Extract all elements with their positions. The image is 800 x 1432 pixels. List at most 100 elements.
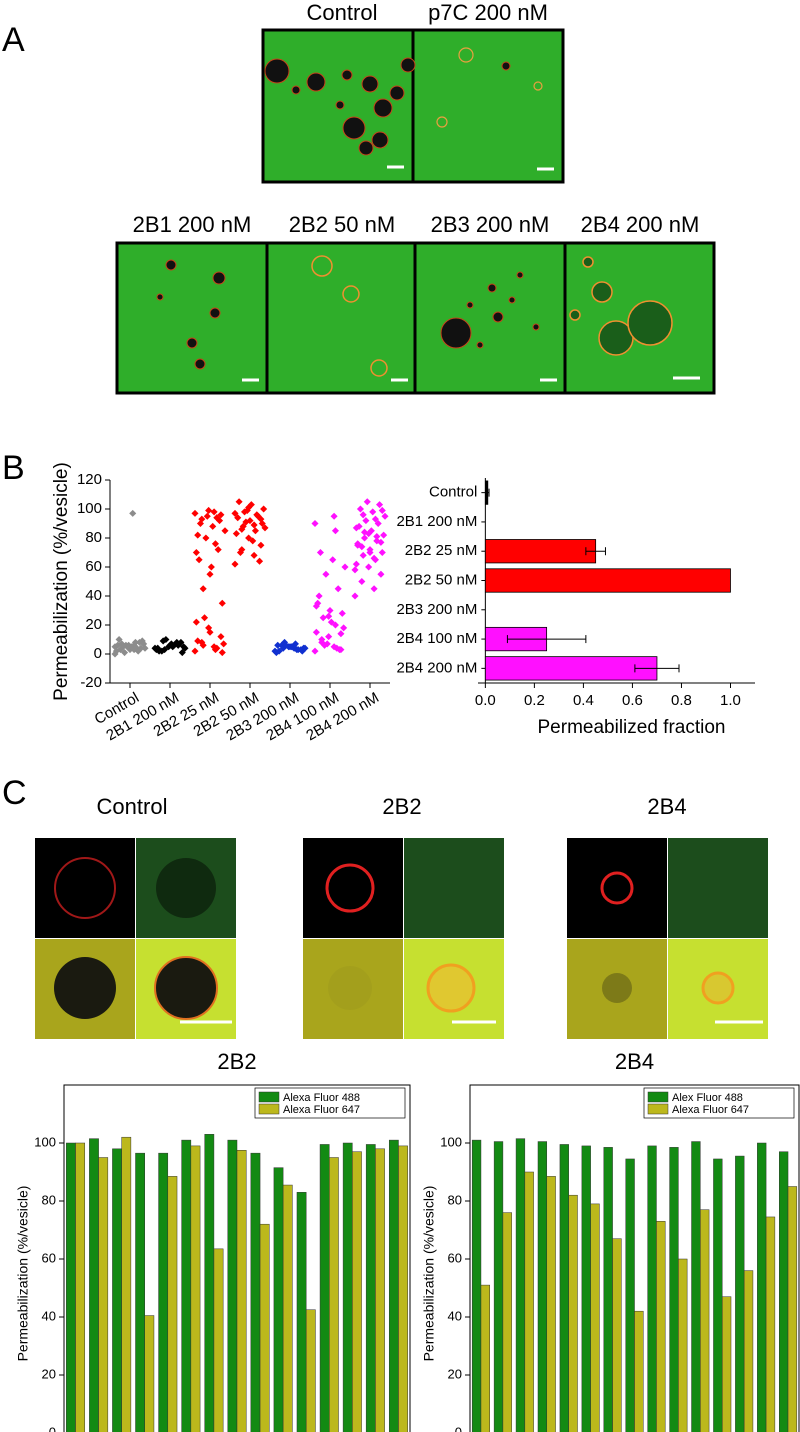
point xyxy=(311,647,319,655)
point xyxy=(194,531,202,539)
image-label: 2B1 200 nM xyxy=(133,212,252,237)
point xyxy=(312,628,320,636)
point xyxy=(312,602,320,610)
bar xyxy=(259,1223,270,1432)
bar xyxy=(787,1186,798,1432)
point xyxy=(330,512,338,520)
point xyxy=(206,570,214,578)
point xyxy=(250,521,258,529)
point xyxy=(354,540,362,548)
point xyxy=(202,534,210,542)
point xyxy=(206,628,214,636)
bar xyxy=(250,1152,261,1432)
y-tick-label: 100 xyxy=(34,1134,56,1149)
point xyxy=(336,646,344,654)
point xyxy=(191,509,199,517)
y-tick-label: 40 xyxy=(85,587,102,604)
micrograph-2b4 xyxy=(567,838,768,1039)
point xyxy=(358,577,366,586)
bar xyxy=(167,1176,178,1432)
chart-title: 2B2 xyxy=(217,1049,256,1074)
point xyxy=(378,506,386,514)
point xyxy=(218,649,226,657)
bar xyxy=(305,1309,316,1432)
x-tick-label: 0.8 xyxy=(671,692,692,709)
micrograph-2b2 xyxy=(303,838,504,1039)
bar xyxy=(656,1221,666,1432)
point xyxy=(322,570,330,578)
bar xyxy=(700,1209,710,1432)
point xyxy=(235,498,243,506)
micrograph-row-2 xyxy=(115,241,716,395)
bar xyxy=(273,1167,284,1432)
y-axis-label: Permeabilization (%/vesicle) xyxy=(15,1186,31,1362)
point xyxy=(205,506,213,514)
bar xyxy=(319,1144,330,1432)
bar xyxy=(625,1158,635,1432)
y-tick-label: 60 xyxy=(448,1250,462,1265)
y-tick-label: 2B2 25 nM xyxy=(405,542,478,559)
point xyxy=(327,618,335,626)
bar xyxy=(98,1157,109,1432)
bar xyxy=(669,1147,679,1432)
bar xyxy=(634,1310,644,1432)
point xyxy=(301,644,309,652)
bar xyxy=(190,1145,201,1432)
chart-title: 2B4 xyxy=(615,1049,654,1074)
point xyxy=(315,592,323,600)
point xyxy=(191,647,199,655)
point xyxy=(316,548,324,557)
bar xyxy=(135,1152,145,1432)
image-label: 2B4 200 nM xyxy=(581,212,700,237)
point xyxy=(294,646,302,654)
point xyxy=(198,515,206,523)
point xyxy=(318,635,326,644)
point xyxy=(209,522,217,530)
point xyxy=(161,646,169,654)
point xyxy=(234,514,242,522)
point xyxy=(181,644,189,652)
y-tick-label: 120 xyxy=(77,471,102,488)
point xyxy=(218,599,226,607)
y-tick-label: 2B3 200 nM xyxy=(396,601,477,618)
bar xyxy=(568,1194,578,1432)
bar xyxy=(691,1141,701,1432)
point xyxy=(377,570,385,578)
bar xyxy=(765,1216,776,1432)
bar xyxy=(721,1296,732,1432)
image-label: Control xyxy=(97,794,168,819)
point xyxy=(260,505,268,513)
point xyxy=(370,554,378,562)
legend-swatch xyxy=(647,1103,669,1115)
y-tick-label: 0 xyxy=(94,645,102,662)
bar xyxy=(342,1142,353,1432)
bar xyxy=(515,1138,526,1432)
x-tick-label: 0.0 xyxy=(475,692,496,709)
bar xyxy=(227,1139,238,1432)
bar xyxy=(388,1139,399,1432)
point xyxy=(365,563,373,571)
bar xyxy=(484,539,597,564)
point xyxy=(361,534,369,542)
panel-letter: A xyxy=(2,21,25,59)
point xyxy=(369,508,377,516)
point xyxy=(192,548,200,557)
x-tick-label: 0.2 xyxy=(524,692,545,709)
point xyxy=(274,641,282,649)
point xyxy=(261,524,269,532)
point xyxy=(376,501,384,509)
legend-swatch xyxy=(258,1091,280,1103)
point xyxy=(250,551,258,559)
image-label: 2B4 xyxy=(647,794,686,819)
bar xyxy=(713,1158,723,1432)
point xyxy=(373,533,381,541)
legend-box xyxy=(254,1087,406,1119)
x-tick-label: 0.4 xyxy=(573,692,594,709)
point xyxy=(370,585,378,593)
bar xyxy=(581,1145,591,1432)
point xyxy=(141,644,149,652)
point xyxy=(169,643,177,651)
point xyxy=(251,527,259,535)
point xyxy=(359,511,367,519)
image-label: p7C 200 nM xyxy=(428,0,548,25)
